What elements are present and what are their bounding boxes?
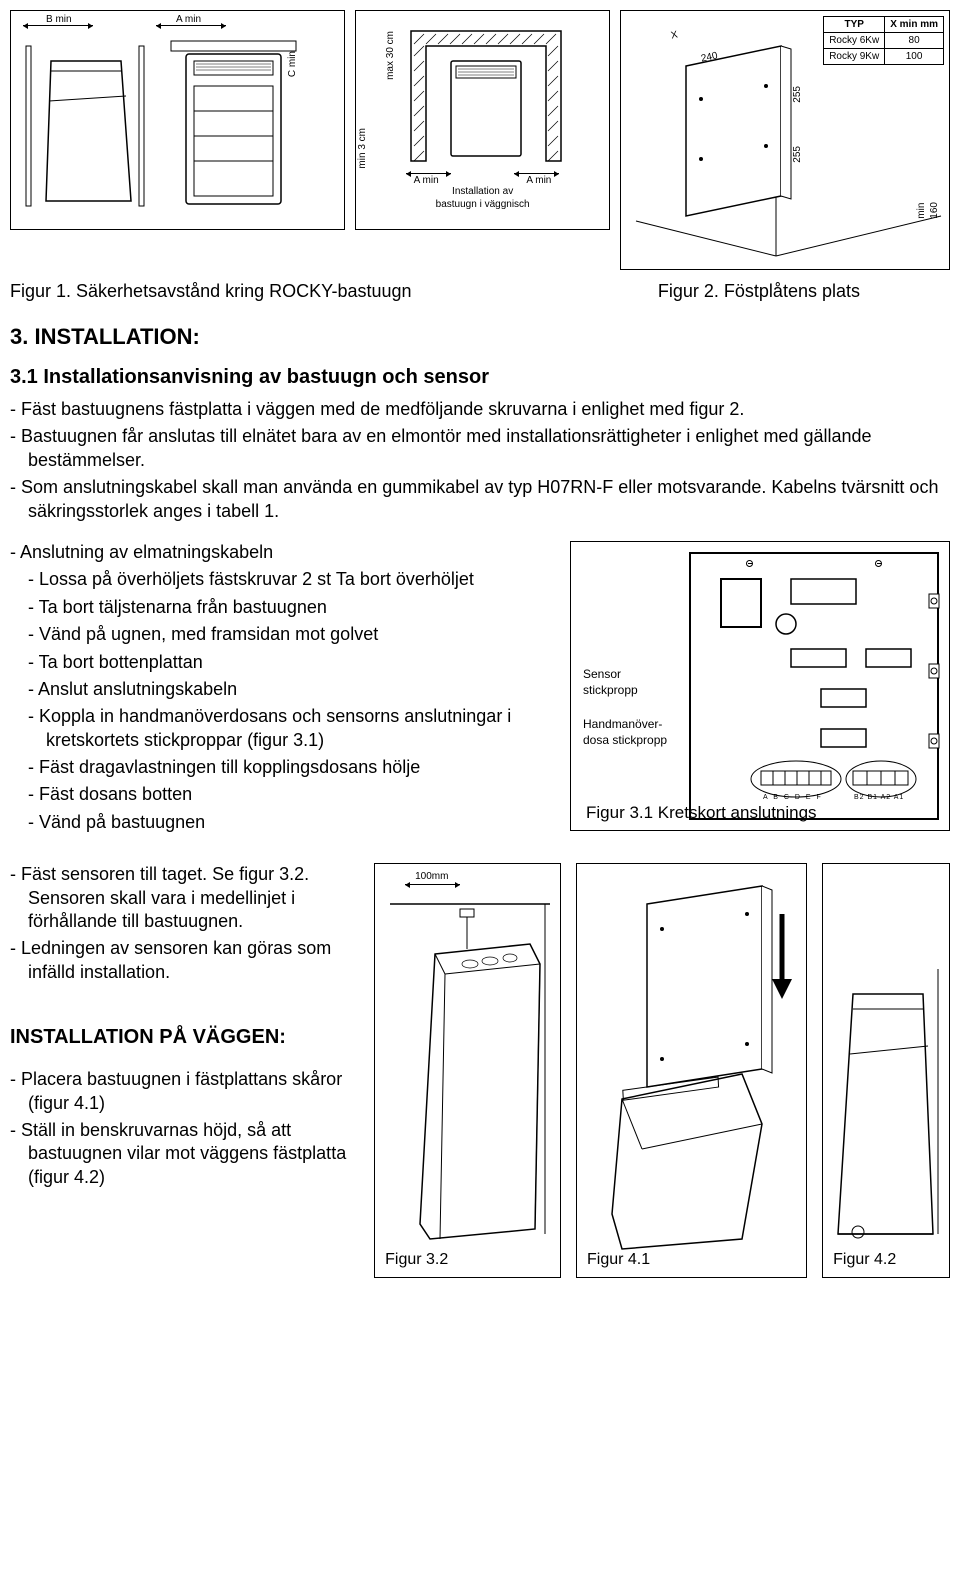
section-3-list: Fäst bastuugnens fästplatta i väggen med…: [10, 398, 950, 523]
top-figures-row: B min A min C min max 30 cm min 3 cm: [10, 10, 950, 270]
conn-item: Ta bort täljstenarna från bastuugnen: [28, 596, 555, 619]
conn-item: Koppla in handmanöverdosans och sensorns…: [28, 705, 555, 752]
sensor-item: Fäst sensoren till taget. Se figur 3.2. …: [10, 863, 359, 933]
label-install: Installation av bastuugn i väggnisch: [436, 185, 530, 211]
section-3: 3. INSTALLATION: 3.1 Installationsanvisn…: [10, 323, 950, 523]
caption-row-1: Figur 1. Säkerhetsavstånd kring ROCKY-ba…: [10, 280, 950, 303]
figure-1-left: B min A min C min: [10, 10, 345, 230]
label-amin-1: A min: [176, 13, 201, 26]
connection-steps: Anslutning av elmatningskabeln Lossa på …: [10, 541, 555, 838]
label-max30: max 30 cm: [384, 31, 397, 80]
fig1-caption: Figur 1. Säkerhetsavstånd kring ROCKY-ba…: [10, 280, 412, 303]
figure-3-1-col: Sensor stickpropp Handmanöver- dosa stic…: [570, 541, 950, 838]
label-min3: min 3 cm: [356, 128, 369, 169]
conn-item: Lossa på överhöljets fästskruvar 2 st Ta…: [28, 568, 555, 591]
section-3-title: 3. INSTALLATION:: [10, 323, 950, 352]
label-255b: 255: [791, 146, 804, 163]
wall-title: INSTALLATION PÅ VÄGGEN:: [10, 1024, 359, 1050]
conn-item: Fäst dragavlastningen till kopplingsdosa…: [28, 756, 555, 779]
sensor-row: Fäst sensoren till taget. Se figur 3.2. …: [10, 863, 950, 1278]
figure-2: TYPX min mm Rocky 6Kw80 Rocky 9Kw100 X 2…: [620, 10, 950, 270]
conn-item: Fäst dosans botten: [28, 783, 555, 806]
sensor-text: Fäst sensoren till taget. Se figur 3.2. …: [10, 863, 359, 1278]
board-svg: [691, 554, 941, 820]
fig2-caption: Figur 2. Föstplåtens plats: [658, 280, 860, 303]
bullet: Som anslutningskabel skall man använda e…: [10, 476, 950, 523]
fig41-caption: Figur 4.1: [587, 1250, 650, 1271]
fig41-svg: [587, 874, 802, 1254]
terminals-2: B2 B1 A2 A1: [854, 793, 904, 802]
bullet: Bastuugnen får anslutas till elnätet bar…: [10, 425, 950, 472]
figure-3-2: 100mm Figur 3.2: [374, 863, 561, 1278]
sensor-plug-label: Sensor stickpropp: [583, 667, 638, 698]
connection-row: Anslutning av elmatningskabeln Lossa på …: [10, 541, 950, 838]
circuit-board: A B C D E F B2 B1 A2 A1: [689, 552, 939, 820]
fig32-caption: Figur 3.2: [385, 1250, 448, 1271]
figure-4-2: Figur 4.2: [822, 863, 950, 1278]
figure-4-1: Figur 4.1: [576, 863, 807, 1278]
conn-item: Anslut anslutningskabeln: [28, 678, 555, 701]
hand-plug-label: Handmanöver- dosa stickpropp: [583, 717, 667, 748]
label-min160: min 160: [915, 202, 941, 219]
section-3-1-title: 3.1 Installationsanvisning av bastuugn o…: [10, 364, 950, 390]
figure-3-1: Sensor stickpropp Handmanöver- dosa stic…: [570, 541, 950, 831]
terminals-1: A B C D E F: [763, 793, 823, 802]
conn-item: Ta bort bottenplattan: [28, 651, 555, 674]
fig42-svg: [828, 964, 948, 1254]
mounting-plate-svg: [626, 21, 946, 266]
figure-1-right: max 30 cm min 3 cm A min A min Installat…: [355, 10, 611, 230]
fig31-caption: Figur 3.1 Kretskort anslutnings: [586, 802, 817, 824]
bullet: Fäst bastuugnens fästplatta i väggen med…: [10, 398, 950, 421]
heater-front-svg: [166, 36, 301, 216]
conn-head: Anslutning av elmatningskabeln Lossa på …: [10, 541, 555, 834]
label-255a: 255: [791, 86, 804, 103]
conn-item: Vänd på ugnen, med framsidan mot golvet: [28, 623, 555, 646]
niche-svg: [406, 26, 566, 171]
wall-item: Ställ in benskruvarnas höjd, så att bast…: [10, 1119, 359, 1189]
fig42-caption: Figur 4.2: [833, 1250, 896, 1271]
label-amin-3: A min: [526, 174, 551, 187]
heater-side-svg: [21, 41, 151, 211]
sensor-item: Ledningen av sensoren kan göras som infä…: [10, 937, 359, 984]
label-100mm: 100mm: [415, 870, 448, 883]
fig32-svg: [385, 894, 555, 1254]
label-bmin: B min: [46, 13, 72, 26]
conn-item: Vänd på bastuugnen: [28, 811, 555, 834]
wall-item: Placera bastuugnen i fästplattans skåror…: [10, 1068, 359, 1115]
